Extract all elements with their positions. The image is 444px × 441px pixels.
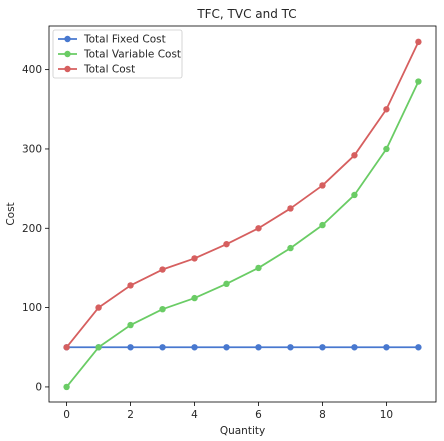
data-point-2-4 [191, 255, 198, 262]
data-point-0-10 [383, 344, 390, 351]
data-point-2-6 [255, 225, 262, 232]
data-point-1-3 [159, 305, 166, 313]
data-point-2-3 [159, 266, 166, 273]
data-point-0-7 [287, 344, 294, 351]
legend-marker-0 [64, 35, 71, 43]
data-point-2-7 [287, 205, 294, 212]
y-axis: 0 100 200 300 400 [22, 64, 49, 393]
data-point-1-4 [191, 294, 198, 302]
x-tick-label-2: 2 [127, 409, 134, 421]
legend-label-2: Total Cost [83, 64, 135, 76]
data-point-2-0 [63, 344, 70, 351]
legend-label-1: Total Variable Cost [83, 49, 181, 61]
data-point-2-1 [95, 304, 102, 311]
plot-frame [48, 25, 437, 403]
x-axis: 0 2 4 6 8 10 [63, 402, 393, 421]
x-tick-label-8: 8 [319, 409, 326, 421]
y-tick-label-0: 0 [35, 381, 42, 393]
data-point-0-11 [415, 344, 422, 351]
series-line-1 [65, 80, 420, 388]
data-point-2-10 [383, 106, 390, 113]
data-point-0-5 [223, 344, 230, 351]
y-tick-label-200: 200 [22, 223, 42, 235]
legend-item-1: Total Variable Cost [58, 49, 181, 61]
data-point-2-2 [127, 282, 134, 289]
y-axis-label: Cost [5, 202, 17, 225]
y-tick-label-100: 100 [22, 302, 42, 314]
y-tick-label-400: 400 [22, 64, 42, 76]
legend-item-2: Total Cost [58, 64, 135, 76]
data-point-1-1 [95, 344, 102, 351]
data-point-0-3 [159, 344, 166, 351]
x-tick-label-4: 4 [191, 409, 198, 421]
data-point-1-5 [223, 280, 230, 288]
series-line-2 [65, 40, 420, 349]
legend-marker-2 [64, 65, 71, 73]
data-point-1-6 [255, 264, 262, 272]
series-2 [63, 38, 422, 351]
data-point-1-11 [415, 78, 422, 85]
data-point-2-11 [415, 38, 422, 46]
data-point-1-2 [127, 321, 134, 329]
data-point-0-8 [319, 344, 326, 351]
legend-item-0: Total Fixed Cost [58, 34, 166, 46]
data-point-0-4 [191, 344, 198, 351]
data-point-0-9 [351, 344, 358, 351]
legend-label-0: Total Fixed Cost [83, 34, 166, 46]
series-layer [63, 38, 422, 391]
data-point-2-9 [351, 152, 358, 159]
data-point-1-0 [63, 383, 70, 391]
data-point-2-8 [319, 182, 326, 189]
x-tick-label-6: 6 [255, 409, 262, 421]
legend-marker-1 [64, 50, 71, 58]
chart-title: TFC, TVC and TC [196, 7, 296, 21]
x-tick-label-10: 10 [380, 409, 393, 421]
data-point-1-7 [287, 244, 294, 252]
data-point-1-10 [383, 145, 390, 153]
data-point-0-6 [255, 344, 262, 351]
x-axis-label: Quantity [220, 425, 265, 437]
y-tick-label-300: 300 [22, 143, 42, 155]
data-point-0-2 [127, 344, 134, 351]
legend-box [52, 29, 183, 79]
legend: Total Fixed Cost Total Variable Cost Total… [52, 29, 183, 79]
x-tick-label-0: 0 [63, 409, 70, 421]
data-point-1-8 [319, 221, 326, 229]
data-point-2-5 [223, 240, 230, 248]
series-1 [63, 78, 422, 391]
data-point-1-9 [351, 191, 358, 199]
